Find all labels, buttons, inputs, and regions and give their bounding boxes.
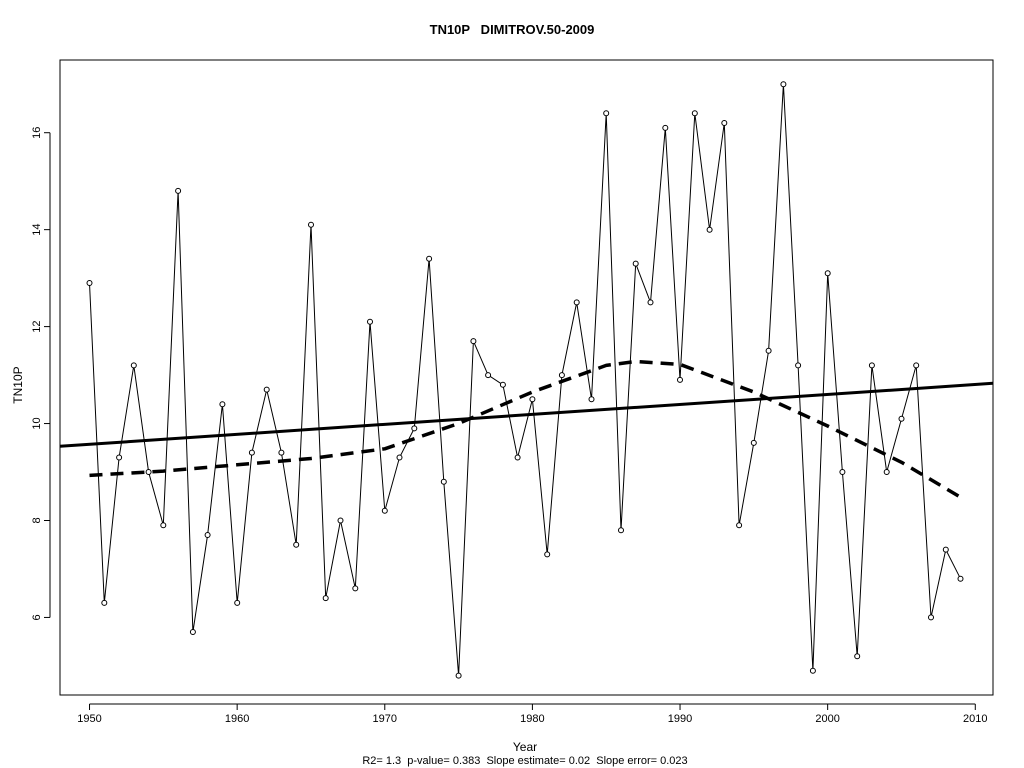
data-point [101, 599, 108, 606]
x-tick-label: 1950 [77, 713, 101, 725]
data-point [618, 527, 624, 534]
data-point [86, 280, 93, 286]
data-point [957, 575, 964, 582]
data-point [308, 221, 314, 228]
data-point [898, 415, 905, 422]
data-point [942, 546, 949, 553]
data-point [130, 362, 137, 369]
data-point [736, 522, 743, 529]
data-point [780, 81, 787, 88]
data-point [470, 338, 477, 345]
data-point [175, 187, 182, 194]
data-point [839, 469, 846, 475]
stats-footer: R2= 1.3 p-value= 0.383 Slope estimate= 0… [362, 755, 688, 767]
y-tick-label: 6 [31, 614, 43, 620]
x-tick-label: 1980 [520, 713, 544, 725]
data-point [588, 396, 595, 403]
data-point [322, 595, 329, 602]
axes: 1950 1960 1970 1980 1990 2000 2010 6 8 10 12 14 16 [31, 127, 988, 725]
y-tick-label: 10 [31, 417, 43, 429]
data-point [263, 386, 270, 393]
data-point [204, 532, 211, 538]
y-tick-label: 8 [31, 517, 43, 523]
data-point [558, 372, 565, 379]
x-tick-label: 2010 [963, 713, 987, 725]
data-point [455, 672, 462, 679]
data-point [809, 667, 816, 674]
data-point [367, 318, 373, 325]
data-point [632, 260, 639, 267]
data-point [145, 469, 152, 475]
data-point [529, 396, 536, 403]
series-line-observed [89, 84, 961, 676]
data-point [603, 110, 610, 117]
data-point [913, 362, 920, 369]
x-tick-label: 2000 [815, 713, 839, 725]
data-point [765, 347, 772, 354]
data-point [485, 372, 492, 379]
x-tick-label: 1970 [373, 713, 397, 725]
data-point [411, 425, 418, 432]
data-point [189, 629, 196, 635]
data-point [278, 449, 285, 456]
data-point [883, 469, 890, 475]
data-point [868, 362, 875, 369]
data-point [248, 449, 255, 456]
x-tick-label: 1990 [668, 713, 692, 725]
data-point [677, 376, 683, 383]
data-point [234, 599, 241, 606]
data-point [795, 362, 802, 369]
data-point [721, 120, 728, 126]
data-point [662, 124, 669, 131]
data-point [854, 653, 861, 660]
y-axis-label: TN10P [11, 366, 25, 404]
data-point [396, 454, 403, 461]
series-group [59, 81, 994, 679]
data-point [573, 299, 580, 306]
data-point [160, 522, 167, 529]
data-point [381, 507, 388, 514]
data-point [824, 270, 831, 277]
data-point [293, 541, 300, 548]
data-point [514, 454, 521, 461]
data-point [219, 401, 226, 408]
x-tick-label: 1960 [225, 713, 249, 725]
data-point [440, 478, 447, 485]
y-tick-label: 16 [31, 127, 43, 139]
chart-title: TN10P DIMITROV.50-2009 [429, 22, 595, 37]
data-point [647, 299, 654, 306]
data-point [499, 381, 506, 388]
data-point [544, 551, 551, 558]
data-point [691, 110, 698, 117]
data-point [116, 454, 123, 461]
y-tick-label: 14 [31, 224, 43, 236]
trend-line [59, 381, 994, 448]
data-point [426, 255, 433, 262]
data-point [352, 585, 359, 592]
plot-frame [59, 59, 994, 696]
data-point [928, 614, 934, 621]
y-tick-label: 12 [31, 320, 43, 332]
data-point [750, 439, 757, 446]
x-axis-label: Year [512, 740, 538, 754]
data-point [337, 517, 344, 524]
data-point [706, 226, 713, 233]
lowess-curve [89, 359, 962, 499]
